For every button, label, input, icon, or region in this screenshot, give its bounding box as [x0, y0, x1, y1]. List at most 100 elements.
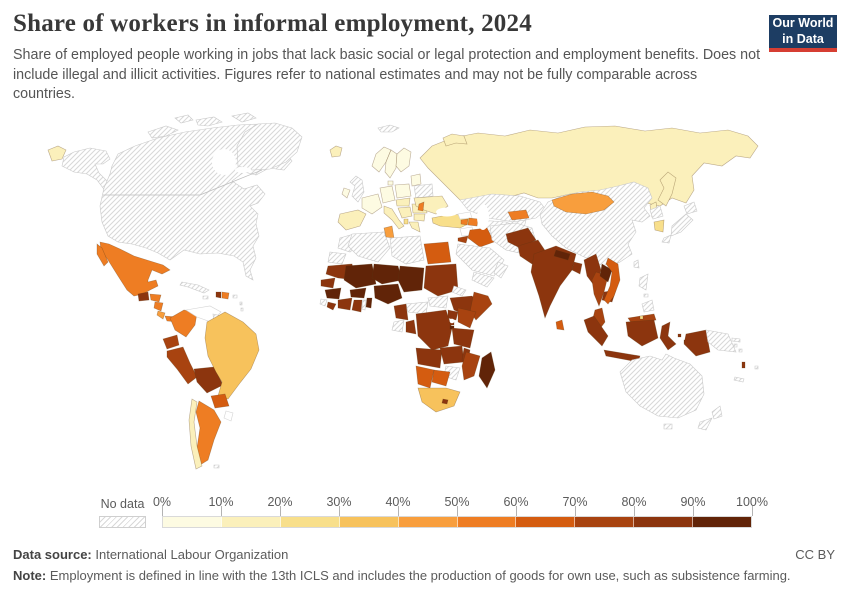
- region-baltic-states[interactable]: Baltic States: 9%: [410, 173, 422, 187]
- region-indonesia[interactable]: Indonesia: 82%: [659, 321, 677, 351]
- region-iceland[interactable]: Iceland: 10%: [329, 145, 343, 158]
- region-lesser-antilles[interactable]: Lesser Antilles: No data: [239, 301, 243, 306]
- region-philippines[interactable]: Philippines: No data: [641, 299, 655, 313]
- region-libya[interactable]: Libya: No data: [389, 235, 425, 265]
- region-namibia[interactable]: Namibia: 62%: [415, 365, 435, 389]
- region-cuba[interactable]: Cuba: No data: [179, 281, 210, 294]
- region-kyrgyzstan[interactable]: Kyrgyzstan: 55%: [507, 209, 530, 221]
- region-kazakhstan[interactable]: Kazakhstan: No data: [459, 193, 547, 223]
- legend-bin-3[interactable]: [339, 517, 399, 527]
- region-indonesia[interactable]: Indonesia: 82%: [677, 333, 682, 338]
- region-greece[interactable]: Greece: 18%: [408, 221, 421, 233]
- region-bangladesh[interactable]: Bangladesh: 85%: [571, 261, 583, 275]
- region-japan[interactable]: Japan: No data: [683, 201, 698, 215]
- region-russia[interactable]: Russia: 15%: [442, 133, 468, 147]
- region-guinea[interactable]: Guinea: 92%: [324, 287, 342, 300]
- region-zambia[interactable]: Zambia: 85%: [439, 345, 465, 365]
- region-solomon-islands[interactable]: Solomon Islands: No data: [733, 343, 738, 348]
- region-congo[interactable]: Congo: 82%: [405, 319, 417, 335]
- region-ireland[interactable]: Ireland: 8%: [341, 187, 351, 199]
- region-chile[interactable]: Chile: 18%: [188, 398, 203, 470]
- region-ghana[interactable]: Ghana: 85%: [351, 299, 363, 313]
- license-link[interactable]: CC BY: [795, 547, 835, 562]
- region-denmark[interactable]: Denmark: 9%: [387, 180, 394, 186]
- region-lesotho[interactable]: Lesotho: 82%: [441, 398, 449, 405]
- region-algeria[interactable]: Algeria: No data: [347, 231, 391, 263]
- legend-bin-2[interactable]: [280, 517, 340, 527]
- no-data-swatch[interactable]: [99, 516, 146, 528]
- region-czechia-hungary[interactable]: Central Europe: 10%: [395, 197, 411, 207]
- region-paraguay[interactable]: Paraguay: 66%: [210, 393, 230, 409]
- region-united-kingdom[interactable]: United Kingdom: No data: [349, 175, 365, 203]
- region-vietnam[interactable]: Vietnam: 67%: [603, 257, 621, 305]
- region-papua-new-guinea[interactable]: Papua New Guinea: No data: [705, 329, 737, 353]
- legend-bin-5[interactable]: [457, 517, 517, 527]
- region-cameroon[interactable]: Cameroon: 87%: [393, 303, 409, 321]
- region-azerbaijan[interactable]: Azerbaijan: 55%: [467, 217, 479, 227]
- region-bolivia[interactable]: Bolivia: 84%: [193, 366, 224, 394]
- region-nicaragua[interactable]: Nicaragua: 58%: [153, 301, 164, 312]
- region-guatemala[interactable]: Guatemala: 82%: [137, 291, 150, 302]
- region-philippines[interactable]: Philippines: No data: [643, 293, 649, 298]
- region-italy[interactable]: Italy: 12%: [383, 205, 405, 230]
- region-laos[interactable]: Laos: 92%: [599, 263, 613, 283]
- region-senegal[interactable]: Senegal: 87%: [320, 277, 336, 289]
- region-dr-congo[interactable]: Democratic Republic of Congo: 88%: [415, 309, 453, 351]
- region-uganda[interactable]: Uganda: 86%: [447, 309, 459, 321]
- region-moldova[interactable]: Moldova: 55%: [417, 201, 425, 212]
- region-canada[interactable]: Canada: No data: [195, 116, 223, 127]
- region-nepal[interactable]: Nepal: 92%: [553, 249, 571, 261]
- region-honduras[interactable]: Honduras: 56%: [149, 293, 162, 303]
- region-tanzania[interactable]: Tanzania: 85%: [451, 327, 475, 349]
- region-uruguay[interactable]: Uruguay: No data: [223, 410, 234, 422]
- region-eritrea[interactable]: Eritrea: No data: [451, 285, 467, 297]
- region-jamaica[interactable]: Jamaica: No data: [202, 295, 209, 300]
- region-indonesia[interactable]: Indonesia: 82%: [683, 329, 711, 357]
- region-armenia[interactable]: Armenia: 52%: [460, 218, 469, 226]
- region-fiji[interactable]: Fiji: No data: [754, 365, 759, 370]
- legend-bin-9[interactable]: [693, 517, 752, 527]
- region-chad[interactable]: Chad: 92%: [397, 265, 425, 293]
- region-svalbard[interactable]: Svalbard: No data: [377, 124, 400, 133]
- region-belarus[interactable]: Belarus: No data: [413, 183, 434, 199]
- legend-bin-4[interactable]: [398, 517, 458, 527]
- region-sri-lanka[interactable]: Sri Lanka: 64%: [555, 319, 565, 331]
- region-brazil[interactable]: Brazil: 38%: [204, 311, 260, 400]
- region-solomon-islands[interactable]: Solomon Islands: No data: [738, 348, 743, 353]
- owid-logo[interactable]: Our World in Data: [769, 15, 837, 52]
- region-burkina-faso[interactable]: Burkina Faso: 94%: [349, 287, 367, 299]
- region-south-africa[interactable]: South Africa: 36%: [417, 387, 461, 413]
- region-spain-portugal[interactable]: Spain and Portugal: 13%: [337, 209, 367, 231]
- region-nigeria[interactable]: Nigeria: 92%: [373, 283, 403, 305]
- region-albania[interactable]: Albania: 27%: [403, 218, 409, 225]
- legend-bin-6[interactable]: [516, 517, 576, 527]
- region-lesser-antilles[interactable]: Lesser Antilles: No data: [240, 307, 244, 312]
- region-saudi-arabia[interactable]: Saudi Arabia: No data: [455, 243, 505, 277]
- region-south-korea[interactable]: South Korea: 24%: [653, 219, 665, 233]
- region-papua-new-guinea[interactable]: Papua New Guinea: No data: [731, 337, 741, 343]
- region-new-zealand[interactable]: New Zealand: No data: [697, 417, 713, 431]
- region-indonesia[interactable]: Indonesia: 82%: [625, 319, 659, 347]
- region-sudan[interactable]: Sudan: 87%: [423, 263, 459, 297]
- region-canada[interactable]: Canada: No data: [174, 114, 194, 124]
- region-angola[interactable]: Angola: 88%: [415, 347, 443, 369]
- region-canada[interactable]: Canada: No data: [147, 125, 179, 139]
- region-vanuatu[interactable]: Vanuatu: 82%: [741, 361, 746, 369]
- legend-bin-1[interactable]: [221, 517, 281, 527]
- region-haiti[interactable]: Haiti: 88%: [215, 291, 222, 299]
- region-germany[interactable]: Germany: 6%: [379, 185, 396, 204]
- region-yemen[interactable]: Yemen: No data: [471, 271, 495, 288]
- region-mongolia[interactable]: Mongolia: 47%: [551, 191, 615, 215]
- region-indonesia[interactable]: Indonesia: 82%: [583, 315, 609, 347]
- region-new-zealand[interactable]: New Zealand: No data: [711, 405, 723, 420]
- region-benin[interactable]: Benin: 94%: [365, 297, 373, 309]
- region-kenya[interactable]: Kenya: 78%: [457, 307, 477, 329]
- region-madagascar[interactable]: Madagascar: 96%: [478, 351, 496, 389]
- region-new-caledonia[interactable]: New Caledonia: No data: [733, 376, 745, 383]
- region-mali[interactable]: Mali: 93%: [343, 263, 377, 289]
- region-mozambique[interactable]: Mozambique: 78%: [461, 351, 481, 381]
- region-colombia[interactable]: Colombia: 56%: [169, 309, 198, 338]
- region-costa-rica[interactable]: Costa Rica: 42%: [156, 310, 166, 320]
- region-sierra-leone[interactable]: Sierra Leone: No data: [319, 298, 328, 307]
- region-puerto-rico[interactable]: Puerto Rico: No data: [232, 294, 238, 299]
